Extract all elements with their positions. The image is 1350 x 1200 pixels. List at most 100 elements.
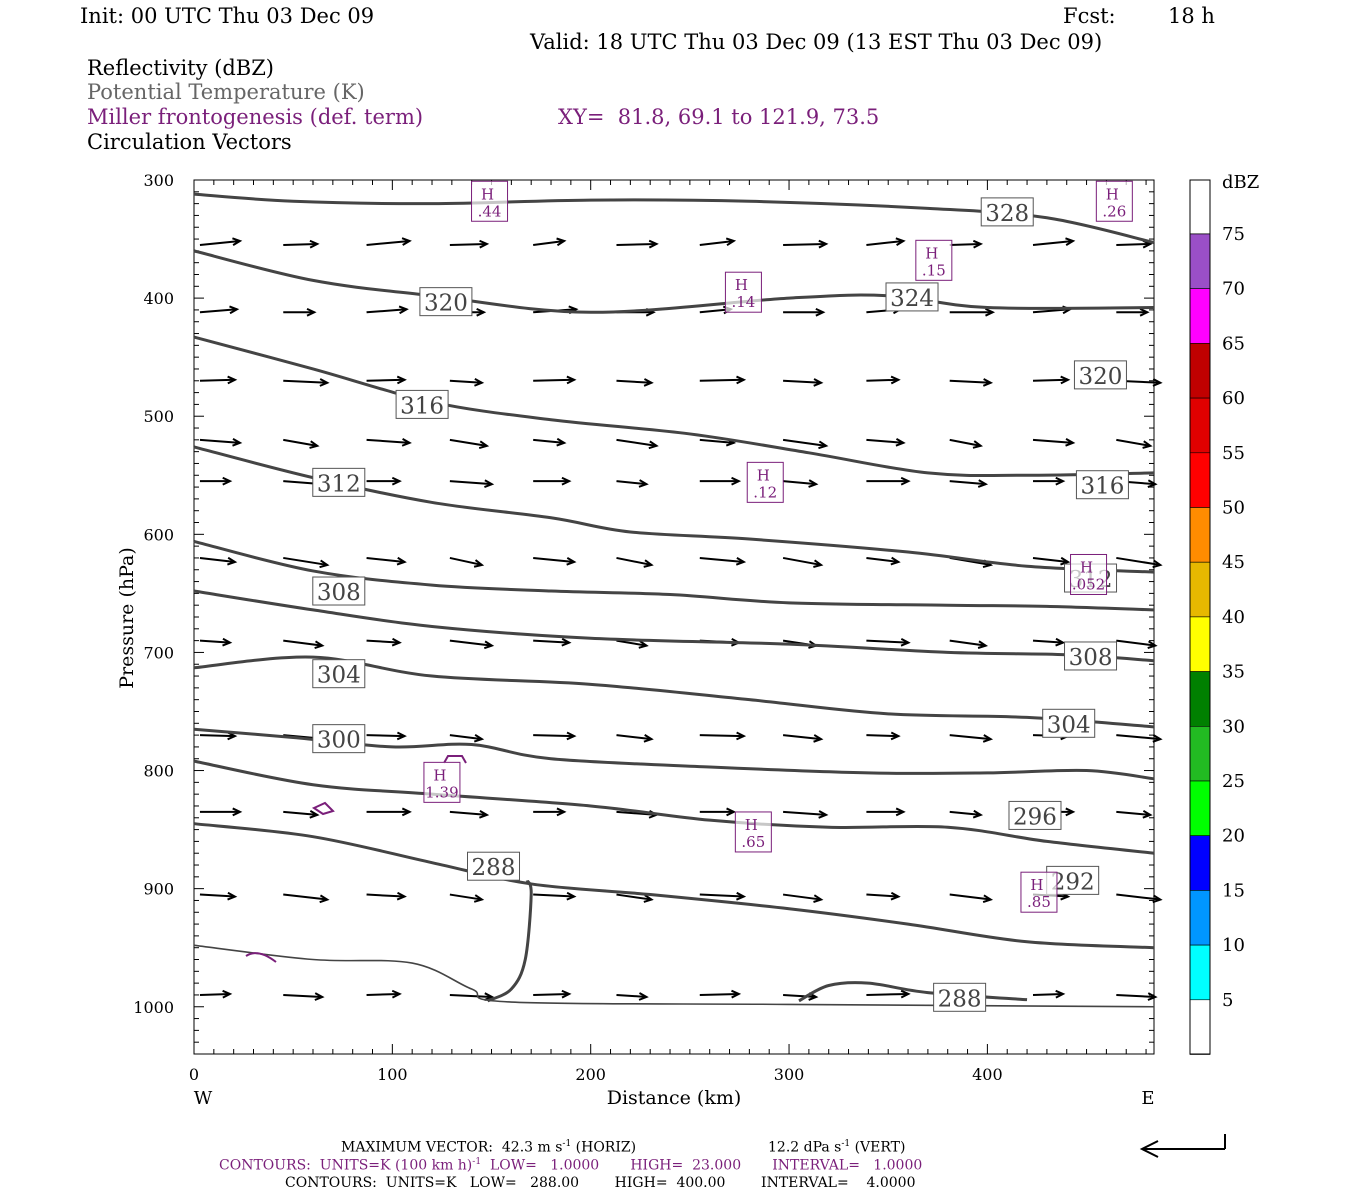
circulation-vector-head (1055, 637, 1066, 647)
field-reflectivity: Reflectivity (dBZ) (87, 56, 275, 80)
circulation-vector-head (561, 989, 572, 999)
theta-label-box (395, 389, 449, 419)
circulation-vector (1032, 438, 1074, 444)
circulation-vector-head (314, 992, 325, 1001)
circulation-vector-head (818, 239, 829, 249)
circulation-vector (866, 239, 904, 246)
theta-label-box (885, 282, 939, 312)
y-tick-label: 500 (143, 407, 174, 426)
circulation-vector (199, 308, 238, 314)
theta-label: 288 (938, 986, 982, 1012)
circulation-vector (616, 556, 652, 566)
circulation-vector-head (232, 237, 243, 246)
circulation-vector (699, 556, 744, 563)
circulation-vector (366, 893, 405, 898)
circulation-vector (866, 893, 899, 898)
circulation-vector (1116, 438, 1151, 447)
valid-time: Valid: 18 UTC Thu 03 Dec 09 (13 EST Thu … (530, 30, 1103, 54)
circulation-vector (533, 639, 570, 644)
circulation-vector-head (391, 637, 402, 647)
theta-contour-324 (193, 249, 1155, 314)
circulation-vector (616, 242, 657, 246)
circulation-vector (616, 734, 652, 741)
colorbar-level: 70 (1222, 279, 1245, 300)
theta-label: 288 (472, 855, 516, 881)
circulation-vector-head (229, 305, 240, 315)
contour-labels: 3283243203203163163123123083083043043002… (312, 180, 1133, 1012)
circulation-vector (283, 993, 323, 998)
max-vector-horiz: (HORIZ) (575, 1139, 637, 1156)
theta-contour-288-branch (486, 879, 533, 1003)
circulation-vector-head (479, 810, 490, 819)
circulation-vector (1116, 993, 1156, 998)
circulation-vector-head (561, 637, 572, 647)
circulation-vector-head (895, 437, 906, 447)
theta-label-box (1064, 641, 1118, 671)
circulation-vector-head (900, 476, 911, 486)
circulation-vector-head (309, 239, 320, 249)
frontogenesis-contours (245, 755, 467, 963)
circulation-vector-head (895, 807, 906, 817)
circulation-vector-head (972, 440, 983, 449)
circulation-vector-head (1060, 375, 1071, 385)
field-circulation-vectors: Circulation Vectors (87, 130, 292, 154)
fronto-max-h: H (481, 185, 494, 203)
circulation-vector (366, 639, 400, 644)
theta-contour-296 (193, 759, 1155, 855)
field-potential-temperature: Potential Temperature (K) (87, 80, 365, 104)
circulation-vector (1116, 556, 1161, 566)
circulation-vector (449, 242, 487, 246)
circulation-vector (283, 438, 318, 447)
circulation-vector-head (895, 237, 906, 246)
fronto-max-box (1020, 871, 1058, 913)
max-vert-tail: (VERT) (854, 1139, 906, 1156)
circulation-vector (1116, 242, 1151, 246)
circulation-vector-head (1065, 807, 1076, 817)
x-tick-label: 100 (377, 1065, 408, 1084)
east-label: E (1141, 1088, 1154, 1109)
theta-label-box (933, 982, 987, 1012)
circulation-vector (616, 993, 647, 998)
circulation-vector-head (736, 375, 747, 385)
y-tick-label: 800 (143, 762, 174, 781)
theta-label-box (467, 851, 521, 881)
x-tick-label: 0 (189, 1065, 199, 1084)
circulation-vector (533, 239, 565, 246)
circulation-vector-head (232, 807, 243, 817)
theta-label-box (1075, 470, 1129, 500)
circulation-vector-head (483, 640, 495, 650)
circulation-vector-head (396, 731, 407, 741)
circulation-vector (866, 992, 909, 996)
circulation-vector-head (391, 989, 402, 999)
circulation-vector (782, 556, 822, 566)
circulation-vector-head (900, 637, 911, 647)
colorbar-level: 15 (1222, 880, 1245, 901)
y-tick-label: 900 (143, 880, 174, 899)
circulation-vector-head (396, 375, 407, 385)
circulation-vector-head (977, 479, 989, 488)
circulation-vector-head (890, 556, 901, 566)
circulation-vector-head (319, 894, 330, 904)
circulation-vector (283, 556, 328, 566)
circulation-vector (366, 438, 410, 444)
circulation-vector-head (556, 807, 567, 817)
circulation-vector-head (566, 556, 577, 566)
circulation-vector-head (398, 305, 409, 315)
fronto-contour (245, 952, 277, 963)
colorbar-cell (1189, 671, 1211, 727)
circulation-vector (533, 734, 575, 738)
fronto-max-value: .85 (1027, 893, 1051, 911)
circulation-vector (949, 810, 981, 816)
circulation-vector (199, 378, 235, 382)
theta-label: 304 (317, 663, 361, 689)
colorbar-level: 75 (1222, 224, 1245, 245)
theta-contour-320 (193, 335, 1155, 478)
circulation-vector-head (227, 375, 238, 385)
theta-contour-312 (193, 539, 1155, 612)
circulation-vector-head (484, 992, 495, 1001)
circulation-vector (199, 438, 241, 444)
theta-label: 308 (317, 580, 361, 606)
fronto-max-box (423, 761, 461, 803)
circulation-vector (1116, 893, 1161, 901)
fronto-contour (311, 801, 335, 816)
